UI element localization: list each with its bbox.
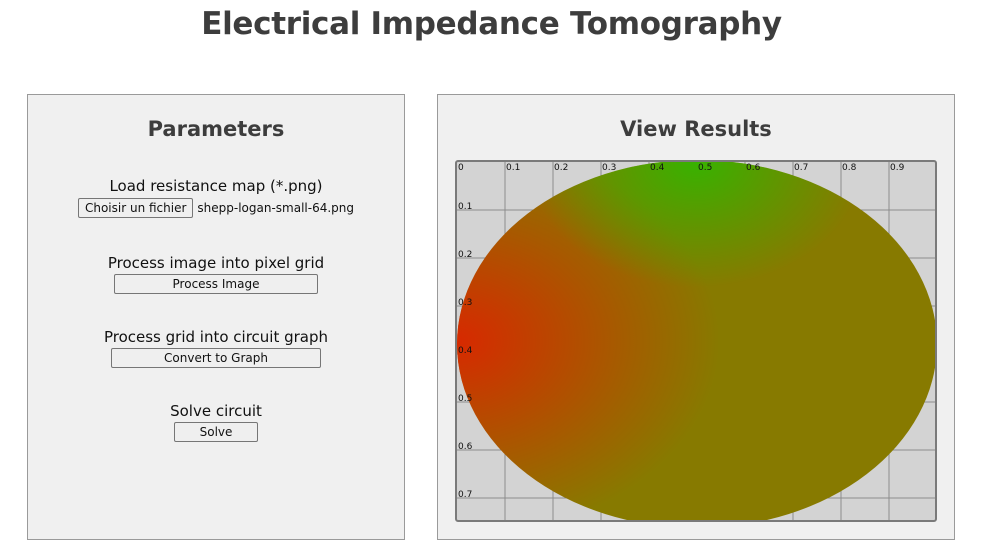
- file-input: Choisir un fichier shepp-logan-small-64.…: [28, 198, 404, 218]
- low-resistance-region: [457, 162, 935, 520]
- solve-label: Solve circuit: [170, 402, 262, 420]
- y-tick-label: 0.3: [458, 298, 472, 308]
- results-plot-canvas: 0 0.1 0.2 0.3 0.4 0.5 0.6 0.7 0.8 0.9 0.1 0.2 0.3 0.4…: [457, 162, 935, 520]
- choose-file-button[interactable]: Choisir un fichier: [77, 198, 194, 218]
- x-tick-label: 0: [458, 163, 464, 173]
- x-tick-label: 0.2: [554, 163, 568, 173]
- convert-label: Process grid into circuit graph: [103, 328, 329, 346]
- plot-tick-labels: 0 0.1 0.2 0.3 0.4 0.5 0.6 0.7 0.8 0.9 0.1 0.2 0.3 0.4…: [458, 163, 905, 500]
- x-tick-label: 0.1: [506, 163, 520, 173]
- results-plot[interactable]: 0 0.1 0.2 0.3 0.4 0.5 0.6 0.7 0.8 0.9 0.1 0.2 0.3 0.4…: [455, 160, 937, 522]
- y-tick-label: 0.4: [458, 346, 473, 356]
- x-tick-label: 0.4: [650, 163, 665, 173]
- y-tick-label: 0.5: [458, 394, 472, 404]
- load-label: Load resistance map (*.png): [109, 177, 323, 195]
- x-tick-label: 0.9: [890, 163, 905, 173]
- selected-file-name: shepp-logan-small-64.png: [197, 201, 355, 215]
- solve-button[interactable]: Solve: [174, 422, 258, 442]
- x-tick-label: 0.5: [698, 163, 712, 173]
- convert-step: Process grid into circuit graph Convert …: [28, 328, 404, 368]
- y-tick-label: 0.6: [458, 442, 473, 452]
- x-tick-label: 0.7: [794, 163, 808, 173]
- y-tick-label: 0.2: [458, 250, 472, 260]
- x-tick-label: 0.3: [602, 163, 616, 173]
- load-step: Load resistance map (*.png) Choisir un f…: [28, 177, 404, 218]
- x-tick-label: 0.6: [746, 163, 761, 173]
- process-step: Process image into pixel grid Process Im…: [28, 254, 404, 294]
- parameters-panel: Parameters Load resistance map (*.png) C…: [27, 94, 405, 540]
- parameters-heading: Parameters: [147, 117, 285, 141]
- solve-step: Solve circuit Solve: [28, 402, 404, 442]
- y-tick-label: 0.7: [458, 490, 472, 500]
- process-label: Process image into pixel grid: [107, 254, 325, 272]
- process-image-button[interactable]: Process Image: [114, 274, 318, 294]
- x-tick-label: 0.8: [842, 163, 857, 173]
- impedance-map: [457, 162, 935, 520]
- y-tick-label: 0.1: [458, 202, 472, 212]
- results-panel: View Results: [437, 94, 955, 540]
- convert-to-graph-button[interactable]: Convert to Graph: [111, 348, 321, 368]
- page-title: Electrical Impedance Tomography: [201, 6, 782, 42]
- results-heading: View Results: [620, 117, 772, 141]
